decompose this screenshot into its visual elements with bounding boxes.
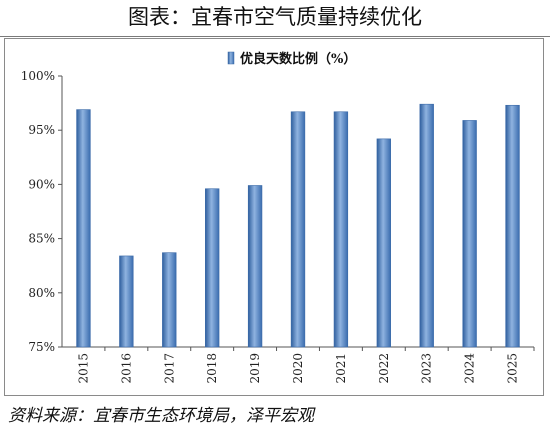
y-tick-label: 80%	[28, 286, 55, 300]
chart-frame	[4, 38, 544, 396]
y-tick-label: 100%	[21, 69, 55, 83]
bar-chart: 优良天数比例（%） 2015 2016 2017 2018 2019 2020 2021 20…	[21, 51, 535, 384]
x-tick-label: 2024	[463, 353, 477, 384]
x-tick-label: 2021	[334, 353, 348, 384]
legend-label: 优良天数比例（%）	[240, 51, 356, 67]
bars	[76, 103, 520, 348]
x-tick-label: 2023	[420, 353, 434, 384]
x-tick-label: 2017	[162, 353, 176, 384]
axes	[58, 75, 535, 351]
x-tick-label: 2015	[76, 353, 90, 384]
x-tick-label: 2020	[291, 353, 305, 384]
bar-2017	[162, 252, 177, 348]
chart-title: 图表：宜春市空气质量持续优化	[128, 5, 422, 29]
x-tick-label: 2018	[205, 353, 219, 384]
bar-2015	[76, 109, 91, 348]
source-note: 资料来源：宜春市生态环境局，泽平宏观	[8, 406, 314, 426]
y-tick-label: 75%	[28, 340, 55, 354]
bar-2022	[376, 138, 391, 348]
legend-swatch	[227, 51, 235, 65]
x-tick-label: 2016	[119, 353, 133, 384]
bar-2019	[247, 185, 263, 348]
y-tick-label: 85%	[28, 232, 55, 246]
x-tick-label: 2019	[248, 353, 262, 384]
bar-2021	[333, 111, 349, 348]
y-tick-label: 95%	[28, 123, 55, 137]
x-tick-labels: 2015 2016 2017 2018 2019 2020 2021 2022 2023 2024…	[76, 353, 519, 384]
y-tick-labels: 75% 80% 85% 90% 95% 100%	[21, 69, 55, 354]
legend: 优良天数比例（%）	[227, 51, 356, 67]
bar-2020	[290, 111, 306, 348]
bar-2018	[205, 188, 220, 348]
y-tick-label: 90%	[28, 177, 55, 191]
bar-2016	[119, 255, 134, 348]
x-tick-label: 2025	[506, 353, 520, 384]
bar-2024	[462, 120, 477, 348]
bar-2025	[505, 104, 520, 348]
x-tick-label: 2022	[377, 353, 391, 384]
bar-2023	[419, 103, 434, 348]
title-divider	[0, 36, 550, 37]
